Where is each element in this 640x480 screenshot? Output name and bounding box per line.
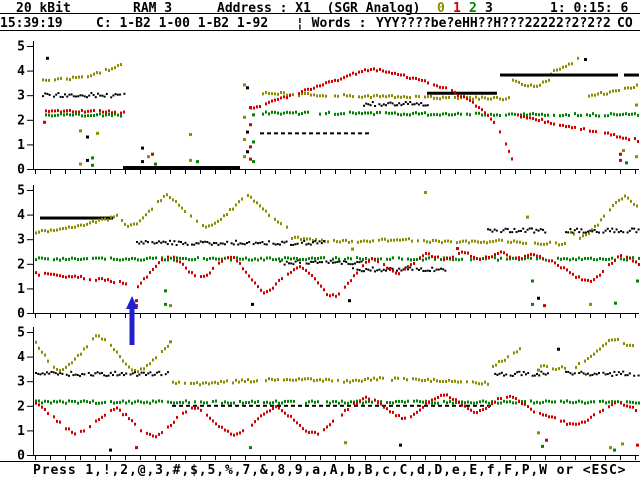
position-marker-arrow bbox=[126, 296, 138, 309]
header-divider-2 bbox=[0, 30, 640, 31]
svg-text:2: 2 bbox=[17, 399, 25, 414]
svg-text:1: 1 bbox=[17, 424, 25, 439]
bitrate-label: 20 kBit bbox=[16, 1, 71, 16]
svg-text:5: 5 bbox=[17, 40, 25, 55]
svg-text:4: 4 bbox=[17, 64, 25, 79]
uptime-counter: 1: 0:15: 6 bbox=[550, 1, 629, 16]
footer-divider bbox=[0, 461, 640, 462]
svg-text:3: 3 bbox=[17, 233, 25, 248]
svg-text:1: 1 bbox=[17, 282, 25, 297]
svg-text:0: 0 bbox=[17, 449, 25, 464]
channel-3-indicator: 3 bbox=[485, 1, 493, 16]
svg-text:4: 4 bbox=[17, 350, 25, 365]
key-prompt: Press 1,!,2,@,3,#,$,5,%,7,&,8,9,a,A,b,B,… bbox=[33, 463, 627, 478]
svg-text:4: 4 bbox=[17, 208, 25, 223]
channel-2-indicator: 2 bbox=[469, 1, 477, 16]
svg-text:0: 0 bbox=[17, 163, 25, 178]
svg-text:0: 0 bbox=[17, 307, 25, 322]
address-label: Address : X1 (SGR Analog) bbox=[217, 1, 421, 16]
svg-text:1: 1 bbox=[17, 138, 25, 153]
header-divider-1 bbox=[0, 13, 640, 14]
svg-text:3: 3 bbox=[17, 375, 25, 390]
svg-text:2: 2 bbox=[17, 257, 25, 272]
config-field: C: 1-B2 1-00 1-B2 1-92 bbox=[96, 16, 269, 31]
ram-label: RAM 3 bbox=[133, 1, 173, 16]
channel-1-indicator: 1 bbox=[453, 1, 461, 16]
svg-text:3: 3 bbox=[17, 89, 25, 104]
channel-0-indicator: 0 bbox=[437, 1, 445, 16]
svg-text:5: 5 bbox=[17, 184, 25, 199]
clock: 15:39:19 bbox=[0, 16, 63, 31]
svg-text:5: 5 bbox=[17, 326, 25, 341]
words-label: ¦ Words : bbox=[296, 16, 367, 31]
words-value: YYY????be?eHH??H???22222?2?2?2 bbox=[376, 16, 611, 31]
co-flag: CO bbox=[617, 16, 633, 31]
svg-text:2: 2 bbox=[17, 113, 25, 128]
